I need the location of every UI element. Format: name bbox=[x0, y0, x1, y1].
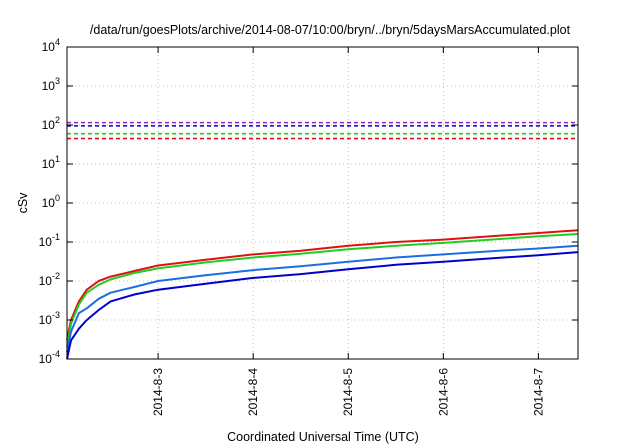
x-tick-label: 2014-8-4 bbox=[246, 368, 260, 416]
y-tick-label: 101 bbox=[42, 154, 60, 171]
series-line bbox=[66, 244, 579, 353]
y-tick-exponent: 4 bbox=[55, 37, 60, 47]
y-tick-base: 10 bbox=[39, 352, 53, 366]
y-tick-label: 10-4 bbox=[39, 349, 60, 366]
reference-lines bbox=[67, 121, 578, 140]
y-tick-base: 10 bbox=[42, 40, 56, 54]
series-lines bbox=[66, 229, 579, 360]
x-tick-label: 2014-8-5 bbox=[341, 368, 355, 416]
y-tick-base: 10 bbox=[42, 118, 56, 132]
y-tick-label: 10-3 bbox=[39, 310, 60, 327]
y-tick-label: 104 bbox=[42, 37, 60, 54]
y-tick-label: 10-2 bbox=[39, 271, 60, 288]
y-tick-base: 10 bbox=[42, 157, 56, 171]
chart-title: /data/run/goesPlots/archive/2014-08-07/1… bbox=[90, 23, 571, 37]
x-axis-label: Coordinated Universal Time (UTC) bbox=[227, 430, 419, 444]
y-tick-base: 10 bbox=[42, 196, 56, 210]
series-line bbox=[66, 233, 579, 348]
series-line bbox=[66, 229, 579, 341]
y-tick-label: 102 bbox=[42, 115, 60, 132]
y-tick-base: 10 bbox=[39, 274, 53, 288]
y-tick-exponent: -2 bbox=[52, 271, 60, 281]
y-tick-base: 10 bbox=[39, 235, 53, 249]
y-tick-exponent: 0 bbox=[55, 193, 60, 203]
y-tick-exponent: -1 bbox=[52, 232, 60, 242]
y-tick-exponent: -3 bbox=[52, 310, 60, 320]
x-tick-labels: 2014-8-3 2014-8-4 2014-8-5 2014-8-6 2014-8-7 bbox=[151, 368, 545, 416]
y-tick-exponent: 1 bbox=[55, 154, 60, 164]
y-tick-label: 100 bbox=[42, 193, 60, 210]
x-tick-label: 2014-8-7 bbox=[531, 368, 545, 416]
tick-marks bbox=[67, 46, 578, 360]
x-tick-label: 2014-8-6 bbox=[436, 368, 450, 416]
x-tick-label: 2014-8-3 bbox=[151, 368, 165, 416]
y-tick-label: 103 bbox=[42, 76, 60, 93]
y-tick-label: 10-1 bbox=[39, 232, 60, 249]
y-tick-exponent: 3 bbox=[55, 76, 60, 86]
y-tick-base: 10 bbox=[39, 313, 53, 327]
grid bbox=[67, 47, 578, 359]
y-tick-exponent: 2 bbox=[55, 115, 60, 125]
y-axis-label: cSv bbox=[16, 192, 30, 214]
y-tick-base: 10 bbox=[42, 79, 56, 93]
y-tick-exponent: -4 bbox=[52, 349, 60, 359]
series-line bbox=[66, 251, 579, 360]
